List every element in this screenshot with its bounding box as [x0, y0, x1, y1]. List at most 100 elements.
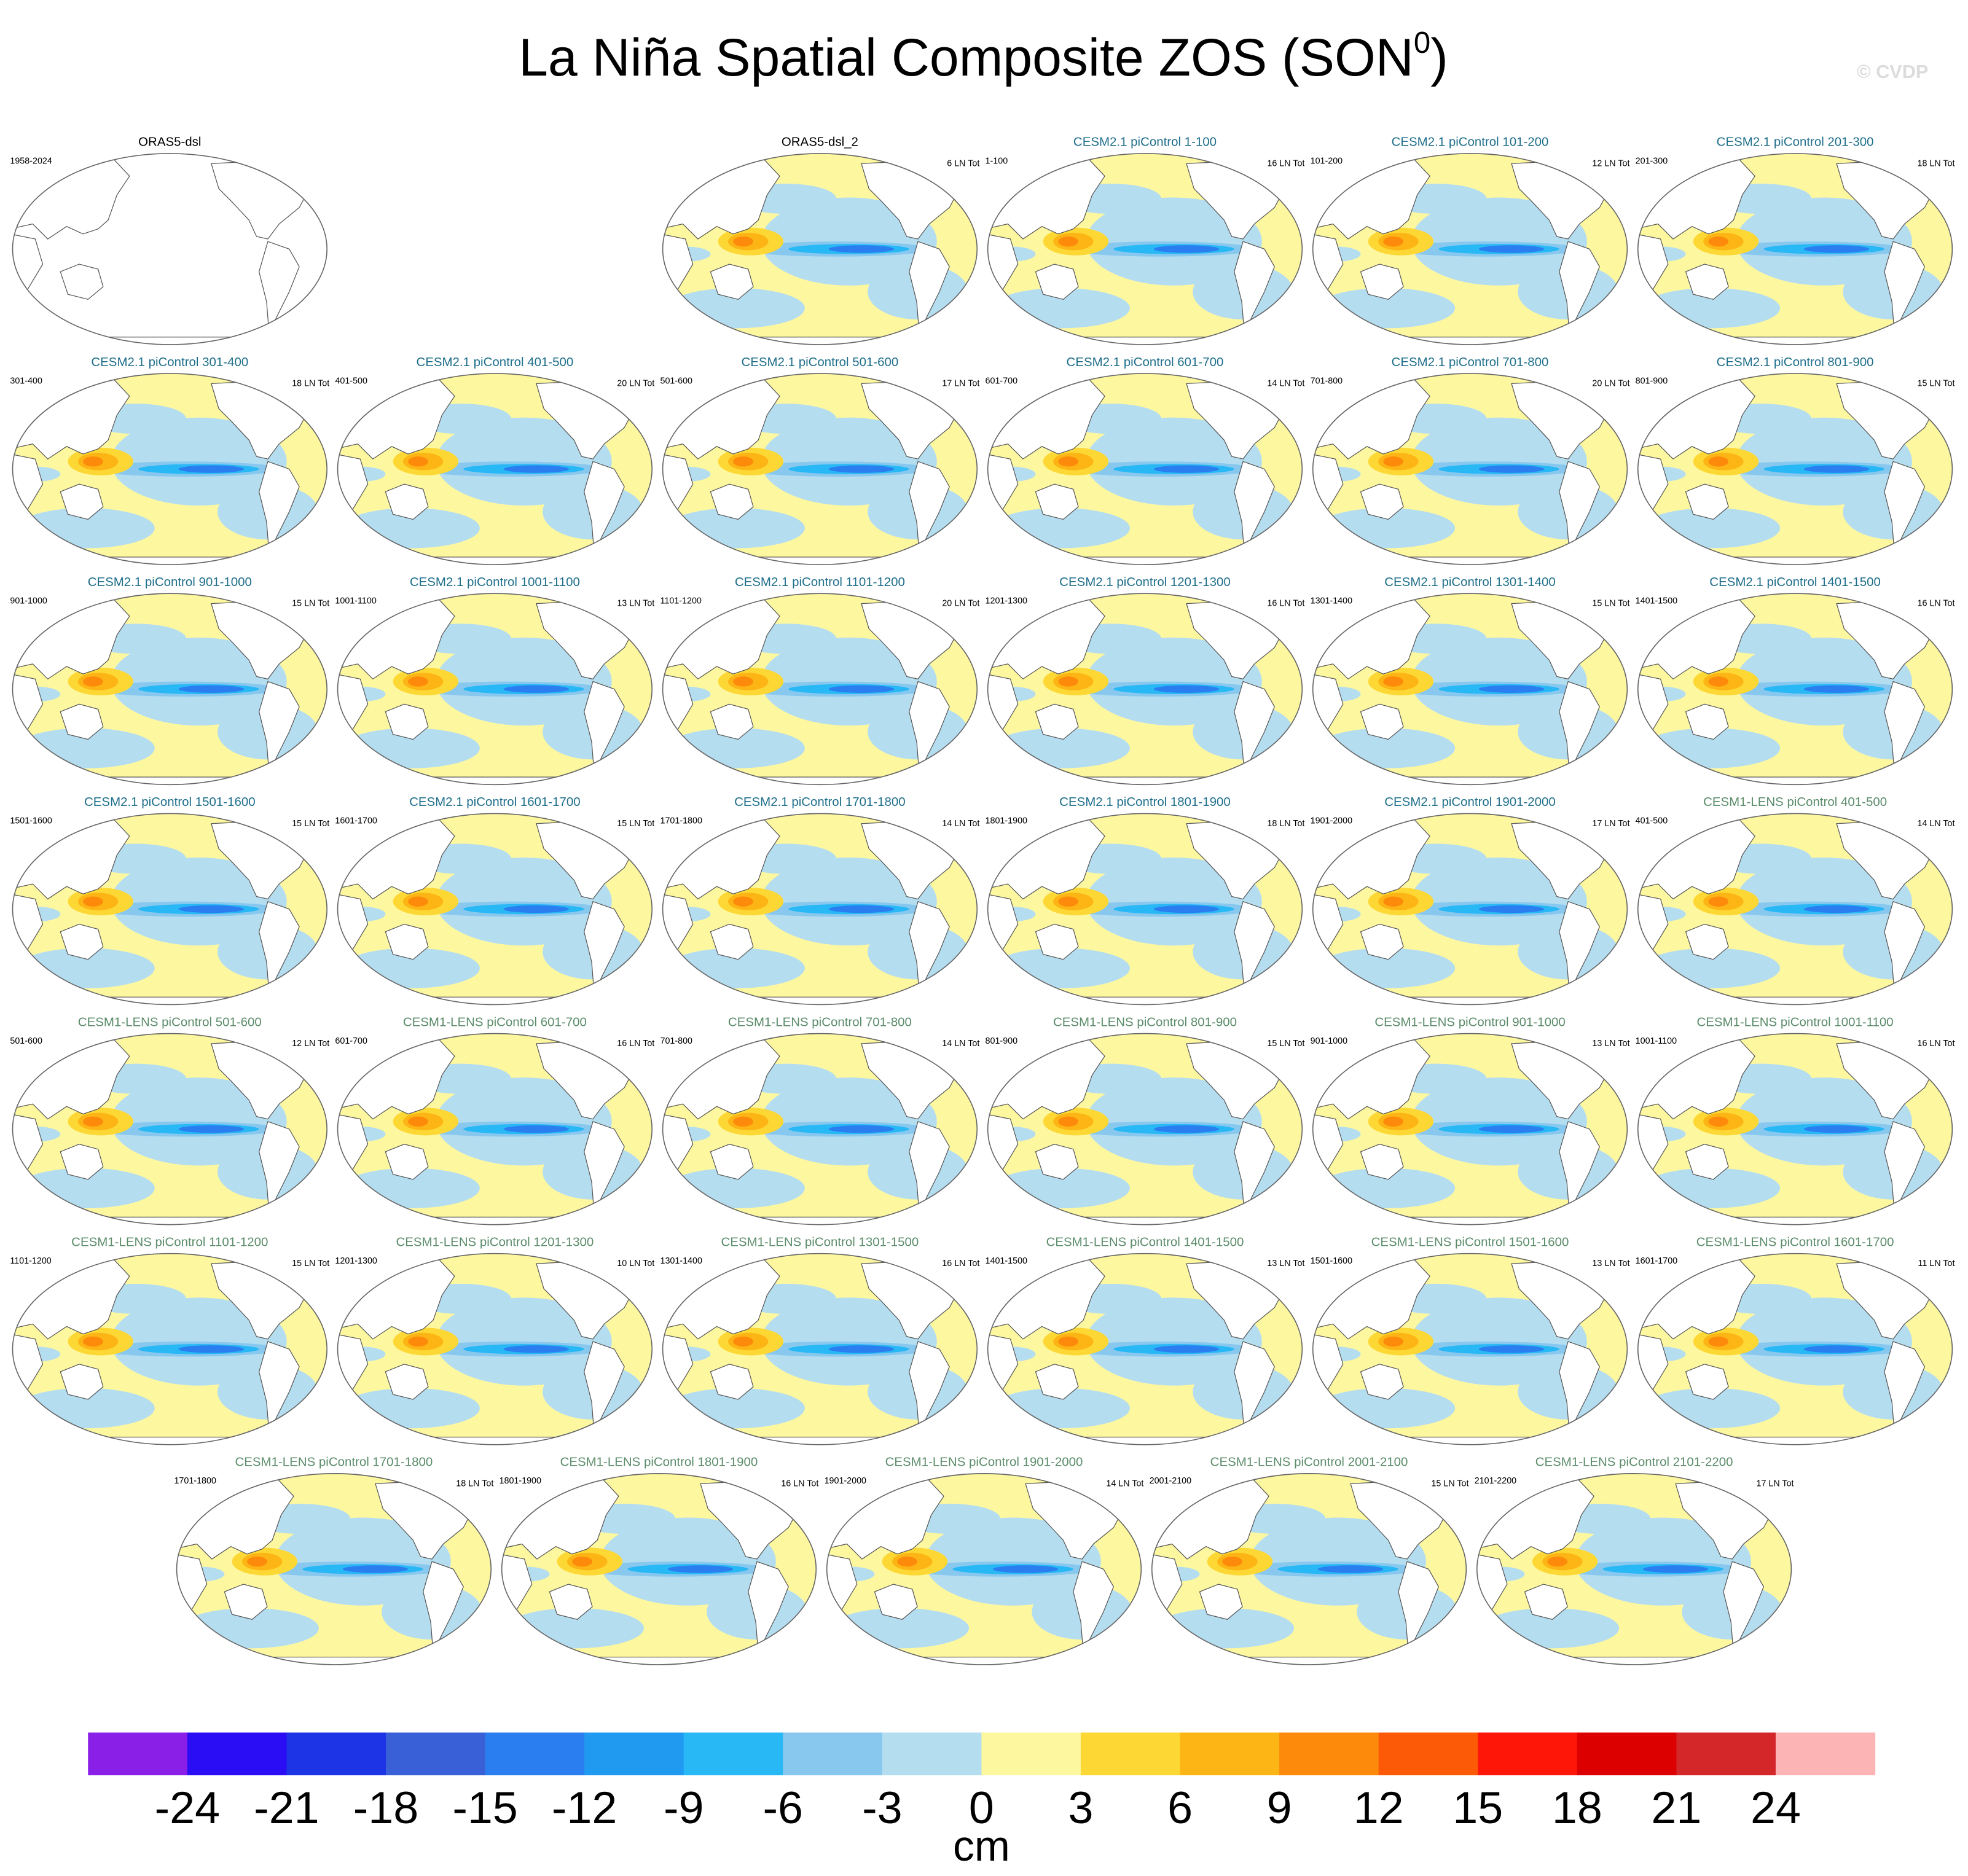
panel-title: CESM2.1 piControl 501-600 — [742, 355, 899, 369]
map — [986, 1031, 1305, 1227]
panel: CESM2.1 piControl 1701-1800 1701-1800 14 L… — [660, 795, 979, 1007]
colorbar-swatch — [187, 1732, 288, 1776]
panel: CESM1-LENS piControl 1601-1700 1601-1700 1… — [1636, 1235, 1955, 1447]
colorbar-tick-label: 3 — [1068, 1782, 1093, 1833]
panel-count: 15 LN Tot — [1431, 1479, 1468, 1488]
panel-title: CESM2.1 piControl 601-700 — [1067, 355, 1224, 369]
panel: CESM2.1 piControl 101-200 101-200 12 LN To… — [1311, 135, 1630, 347]
panel-title: CESM1-LENS piControl 1501-1600 — [1371, 1235, 1569, 1249]
panel-period: 601-700 — [986, 376, 1018, 386]
map — [1636, 811, 1955, 1007]
colorbar-tick-label: -24 — [155, 1782, 220, 1833]
panel: CESM1-LENS piControl 1701-1800 1701-1800 1… — [174, 1455, 493, 1667]
colorbar-swatch — [1676, 1732, 1776, 1776]
panel-count: 14 LN Tot — [1917, 819, 1954, 829]
panel-title: CESM1-LENS piControl 1001-1100 — [1696, 1015, 1893, 1029]
panel-count: 14 LN Tot — [942, 819, 979, 829]
panel-title: CESM1-LENS piControl 1401-1500 — [1046, 1235, 1244, 1249]
panel-period: 1401-1500 — [1636, 596, 1677, 606]
map — [660, 811, 979, 1007]
colorbar-swatch — [1279, 1732, 1379, 1776]
map — [660, 1031, 979, 1227]
map — [1311, 151, 1630, 347]
panel: CESM1-LENS piControl 401-500 401-500 14 LN… — [1636, 795, 1955, 1007]
map — [10, 1031, 329, 1227]
colorbar-tick-label: -21 — [254, 1782, 319, 1833]
panel: CESM2.1 piControl 301-400 301-400 18 LN To… — [10, 355, 329, 567]
panel-title: CESM2.1 piControl 1001-1100 — [410, 575, 580, 589]
panel-count: 14 LN Tot — [1106, 1479, 1143, 1488]
title-superscript: 0 — [1414, 26, 1430, 60]
panel-period: 1101-1200 — [660, 596, 701, 606]
panel-count: 12 LN Tot — [292, 1039, 329, 1049]
panel: CESM1-LENS piControl 1301-1500 1301-1400 1… — [660, 1235, 979, 1447]
map — [10, 811, 329, 1007]
panel-count: 16 LN Tot — [617, 1039, 654, 1049]
colorbar-swatch — [1577, 1732, 1677, 1776]
panel-title: CESM1-LENS piControl 2001-2100 — [1210, 1455, 1408, 1469]
panel: CESM2.1 piControl 1-100 1-100 16 LN Tot — [986, 135, 1304, 347]
panel-period: 501-600 — [10, 1036, 42, 1046]
panel-title: CESM2.1 piControl 301-400 — [91, 355, 248, 369]
panel-title: ORAS5-dsl — [138, 135, 201, 149]
panel-count: 15 LN Tot — [617, 819, 654, 829]
panel: CESM2.1 piControl 1401-1500 1401-1500 16 L… — [1636, 575, 1955, 787]
map — [335, 591, 654, 787]
colorbar-swatch — [882, 1732, 982, 1776]
panel-title: CESM1-LENS piControl 1901-2000 — [885, 1455, 1083, 1469]
panel-period: 1001-1100 — [1636, 1036, 1677, 1046]
panel-period: 2001-2100 — [1150, 1476, 1191, 1486]
map — [1636, 1251, 1955, 1447]
panel-title: CESM2.1 piControl 1501-1600 — [84, 795, 256, 809]
panel-count: 14 LN Tot — [1267, 379, 1304, 389]
panel-period: 101-200 — [1311, 156, 1343, 166]
panel-period: 601-700 — [335, 1036, 367, 1046]
colorbar-swatch — [1775, 1732, 1876, 1776]
colorbar-tick-label: 18 — [1552, 1782, 1602, 1833]
panel-title: CESM2.1 piControl 1101-1200 — [735, 575, 905, 589]
panel-count: 18 LN Tot — [1917, 158, 1954, 168]
colorbar-tick-label: 15 — [1452, 1782, 1503, 1833]
map — [10, 371, 329, 567]
panel-count: 6 LN Tot — [947, 158, 979, 168]
panel-title: CESM1-LENS piControl 501-600 — [78, 1015, 262, 1029]
map — [660, 151, 979, 347]
panel-period: 1601-1700 — [1636, 1256, 1677, 1266]
panel: ORAS5-dsl_2 6 LN Tot — [660, 135, 979, 347]
panel-count: 16 LN Tot — [781, 1479, 818, 1488]
panel-count: 20 LN Tot — [1592, 379, 1629, 389]
panel-count: 16 LN Tot — [942, 1259, 979, 1268]
panel-period: 401-500 — [335, 376, 367, 386]
panel: CESM2.1 piControl 501-600 501-600 17 LN To… — [660, 355, 979, 567]
panel-count: 17 LN Tot — [1592, 819, 1629, 829]
panel-title: CESM2.1 piControl 101-200 — [1392, 135, 1549, 149]
colorbar-tick-label: 0 — [969, 1782, 994, 1833]
panel-count: 14 LN Tot — [942, 1039, 979, 1049]
map — [1636, 151, 1955, 347]
panel-period: 1301-1400 — [660, 1256, 702, 1266]
panel-count: 11 LN Tot — [1918, 1259, 1955, 1268]
colorbar-tick-label: -18 — [353, 1782, 418, 1833]
map — [10, 591, 329, 787]
map — [1311, 591, 1630, 787]
panel-count: 10 LN Tot — [617, 1259, 654, 1268]
map — [1311, 371, 1630, 567]
title-text: La Niña Spatial Composite ZOS (SON — [519, 28, 1414, 87]
colorbar-tick-label: 9 — [1267, 1782, 1292, 1833]
colorbar-swatch — [485, 1732, 585, 1776]
panel: CESM2.1 piControl 701-800 701-800 20 LN To… — [1311, 355, 1630, 567]
panel: CESM2.1 piControl 1901-2000 1901-2000 17 L… — [1311, 795, 1629, 1007]
colorbar-tick-label: -12 — [552, 1782, 617, 1833]
panel-period: 401-500 — [1636, 816, 1668, 826]
colorbar-label: cm — [953, 1822, 1010, 1870]
colorbar-tick-label: 21 — [1651, 1782, 1701, 1833]
panel-title: CESM1-LENS piControl 401-500 — [1703, 795, 1887, 809]
colorbar-swatch — [286, 1732, 386, 1776]
panel-period: 1201-1300 — [986, 596, 1027, 606]
panel-period: 801-900 — [986, 1036, 1018, 1046]
panel-title: CESM2.1 piControl 901-1000 — [88, 575, 252, 589]
panel-count: 20 LN Tot — [942, 599, 979, 609]
colorbar-swatch — [1080, 1732, 1181, 1776]
panel-period: 701-800 — [1311, 376, 1343, 386]
